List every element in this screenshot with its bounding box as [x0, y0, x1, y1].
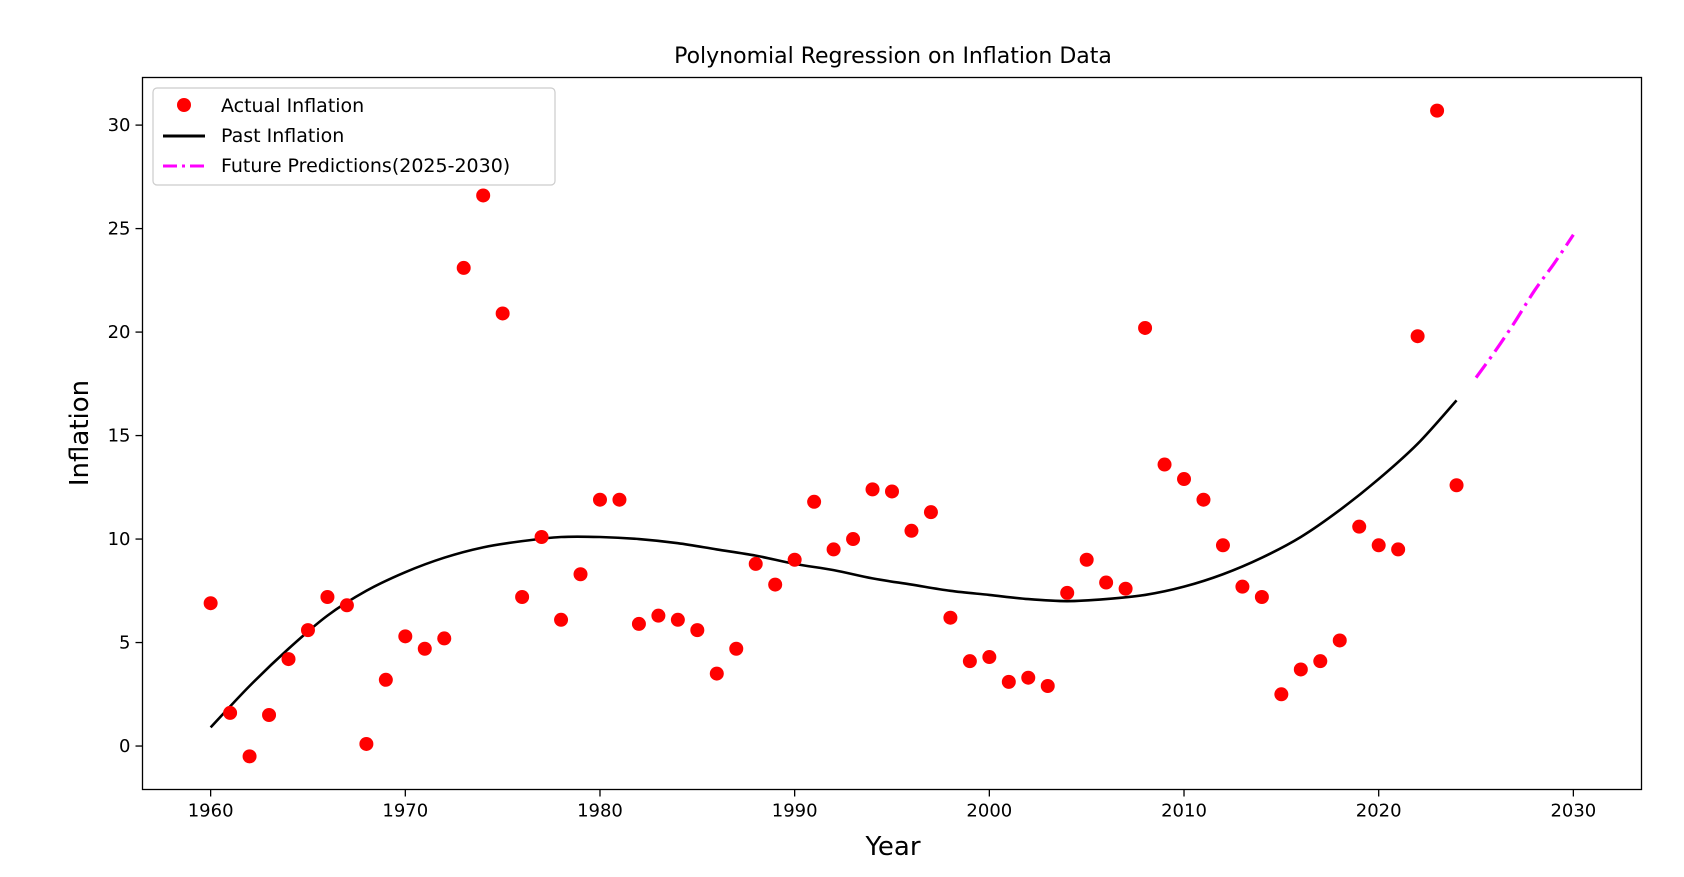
data-point — [515, 590, 530, 605]
chart-title: Polynomial Regression on Inflation Data — [674, 44, 1112, 69]
data-point — [359, 736, 374, 751]
data-point — [846, 532, 861, 547]
x-tick-label: 1960 — [188, 801, 234, 822]
plot-area-frame — [141, 76, 1643, 791]
y-tick-label: 10 — [108, 529, 131, 550]
data-point — [807, 494, 822, 509]
data-point — [1254, 590, 1269, 605]
y-tick-label: 0 — [119, 736, 130, 757]
data-point — [456, 260, 471, 275]
y-tick-label: 20 — [108, 322, 131, 343]
legend-label-past-inflation: Past Inflation — [221, 125, 344, 147]
data-point — [1313, 654, 1328, 669]
data-point — [398, 629, 413, 644]
data-point — [1332, 633, 1347, 648]
legend-marker-actual-inflation — [177, 98, 191, 112]
past-inflation-line — [209, 399, 1458, 729]
data-point — [1177, 472, 1192, 487]
data-point — [904, 523, 919, 538]
data-point — [1293, 662, 1308, 677]
data-point — [768, 577, 783, 592]
data-point — [1410, 329, 1425, 344]
data-point — [262, 707, 277, 722]
data-point — [1138, 320, 1153, 335]
x-tick-label: 1970 — [382, 801, 428, 822]
data-point — [320, 590, 335, 605]
data-point — [651, 608, 666, 623]
data-point — [729, 641, 744, 656]
future-prediction-layer — [1474, 233, 1575, 379]
data-point — [437, 631, 452, 646]
data-point — [923, 505, 938, 520]
data-point — [1060, 585, 1075, 600]
data-point — [1099, 575, 1114, 590]
x-tick-label: 1990 — [772, 801, 818, 822]
data-point — [690, 623, 705, 638]
data-point — [300, 623, 315, 638]
data-point — [1118, 581, 1133, 596]
data-point — [748, 556, 763, 571]
data-point — [223, 705, 238, 720]
data-point — [787, 552, 802, 567]
data-point — [1040, 679, 1055, 694]
data-point — [1430, 103, 1445, 118]
data-point — [612, 492, 627, 507]
data-point — [1352, 519, 1367, 534]
y-tick-label: 15 — [108, 426, 131, 447]
data-point — [1371, 538, 1386, 553]
future-prediction-line — [1474, 233, 1575, 379]
data-point — [1449, 478, 1464, 493]
data-point — [962, 654, 977, 669]
data-point — [339, 598, 354, 613]
data-point — [709, 666, 724, 681]
legend: Actual Inflation Past Inflation Future P… — [152, 87, 556, 186]
y-tick-label: 25 — [108, 219, 131, 240]
data-point — [1274, 687, 1289, 702]
data-point — [631, 616, 646, 631]
data-point — [1391, 542, 1406, 557]
y-tick-label: 30 — [108, 115, 131, 136]
x-tick-label: 2010 — [1161, 801, 1207, 822]
data-point — [573, 567, 588, 582]
past-inflation-layer — [209, 399, 1458, 729]
data-point — [826, 542, 841, 557]
data-point — [943, 610, 958, 625]
y-axis-label: Inflation — [65, 380, 95, 486]
data-point — [1215, 538, 1230, 553]
actual-inflation-layer — [203, 103, 1464, 764]
legend-label-actual-inflation: Actual Inflation — [221, 95, 364, 117]
data-point — [592, 492, 607, 507]
data-point — [281, 652, 296, 667]
x-tick-label: 2020 — [1356, 801, 1402, 822]
data-point — [1196, 492, 1211, 507]
data-point — [1157, 457, 1172, 472]
x-axis-ticks: 1960 1970 1980 1990 2000 2010 2020 2030 — [188, 789, 1596, 822]
data-point — [1021, 670, 1036, 685]
data-point — [670, 612, 685, 627]
x-tick-label: 1980 — [577, 801, 623, 822]
y-axis-ticks: 0 5 10 15 20 25 30 — [108, 115, 143, 757]
data-point — [378, 672, 393, 687]
y-tick-label: 5 — [119, 633, 130, 654]
legend-label-future-predictions: Future Predictions(2025-2030) — [221, 155, 510, 177]
data-point — [417, 641, 432, 656]
data-point — [865, 482, 880, 497]
data-point — [1235, 579, 1250, 594]
data-point — [534, 529, 549, 544]
data-point — [554, 612, 569, 627]
data-point — [982, 650, 997, 665]
x-tick-label: 2000 — [966, 801, 1012, 822]
legend-box — [152, 87, 556, 186]
x-axis-label: Year — [864, 832, 920, 862]
data-point — [495, 306, 510, 321]
data-point — [885, 484, 899, 499]
data-point — [1001, 674, 1016, 689]
data-point — [242, 749, 257, 764]
data-point — [1079, 552, 1094, 567]
x-tick-label: 2030 — [1550, 801, 1596, 822]
data-point — [476, 188, 491, 203]
data-point — [203, 596, 218, 611]
